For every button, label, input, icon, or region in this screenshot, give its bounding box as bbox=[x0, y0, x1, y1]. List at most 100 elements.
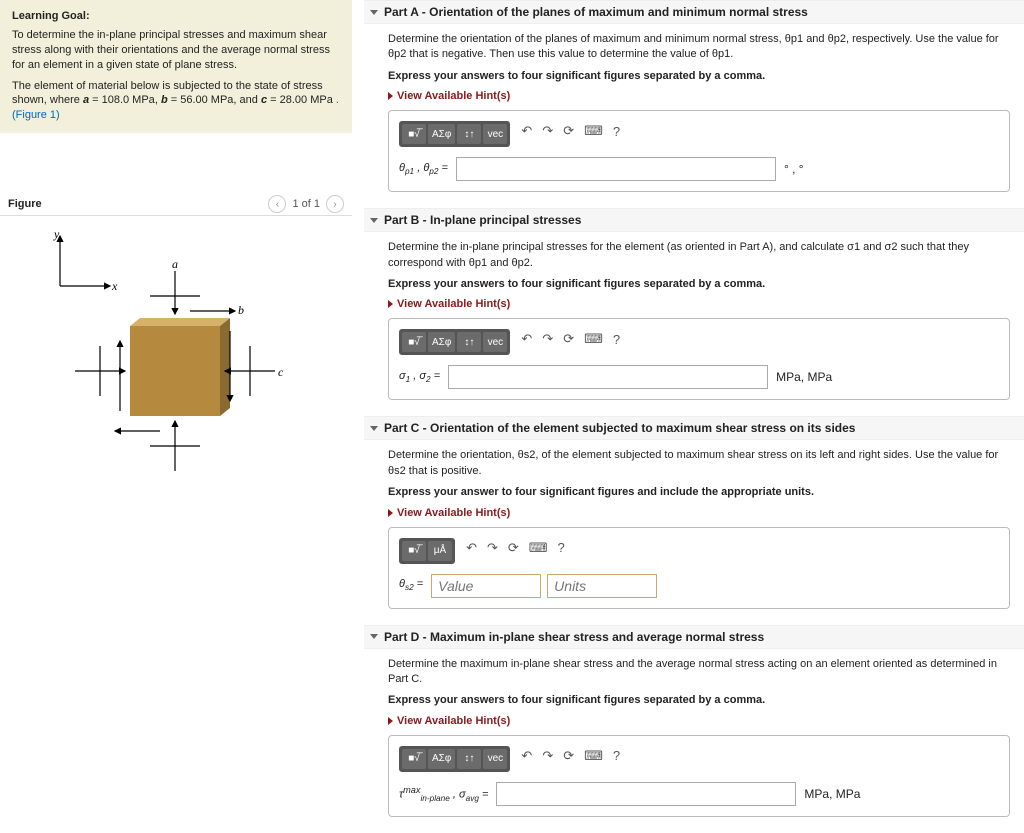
part-a-answer-input[interactable] bbox=[456, 157, 776, 181]
redo-icon[interactable]: ↷ bbox=[542, 331, 553, 347]
figure-canvas: y x a b c bbox=[0, 216, 352, 499]
part-c-header[interactable]: Part C - Orientation of the element subj… bbox=[364, 416, 1024, 440]
learning-goal-p1: To determine the in-plane principal stre… bbox=[12, 28, 340, 73]
part-a-answer-label: θp1 , θp2 = bbox=[399, 162, 448, 176]
help-icon[interactable]: ? bbox=[613, 748, 620, 763]
part-b-header[interactable]: Part B - In-plane principal stresses bbox=[364, 208, 1024, 232]
part-d-units: MPa, MPa bbox=[804, 787, 860, 801]
chevron-down-icon bbox=[370, 10, 378, 15]
vec-btn[interactable]: vec bbox=[483, 749, 507, 769]
part-d-answer-box: ■√̅ ΑΣφ ↕↑ vec ↶ ↷ ⟳ ⌨ ? τmaxin-plane , … bbox=[388, 735, 1010, 817]
part-d-answer-label: τmaxin-plane , σavg = bbox=[399, 785, 488, 803]
figure-title: Figure bbox=[8, 198, 42, 210]
template-btn[interactable]: ■√̅ bbox=[402, 749, 426, 769]
part-b-express: Express your answers to four significant… bbox=[388, 277, 1010, 292]
part-c-answer-label: θs2 = bbox=[399, 578, 423, 592]
redo-icon[interactable]: ↷ bbox=[487, 540, 498, 556]
reset-icon[interactable]: ⟳ bbox=[508, 540, 519, 556]
chevron-down-icon bbox=[370, 634, 378, 639]
part-d-answer-input[interactable] bbox=[496, 782, 796, 806]
help-icon[interactable]: ? bbox=[558, 540, 565, 555]
reset-icon[interactable]: ⟳ bbox=[563, 331, 574, 347]
keyboard-icon[interactable]: ⌨ bbox=[584, 331, 603, 347]
part-a-header[interactable]: Part A - Orientation of the planes of ma… bbox=[364, 0, 1024, 24]
super-sub-btn[interactable]: ↕↑ bbox=[457, 124, 481, 144]
part-b-units: MPa, MPa bbox=[776, 370, 832, 384]
learning-goal-heading: Learning Goal: bbox=[12, 10, 90, 22]
keyboard-icon[interactable]: ⌨ bbox=[529, 540, 548, 556]
svg-text:x: x bbox=[111, 279, 118, 293]
keyboard-icon[interactable]: ⌨ bbox=[584, 748, 603, 764]
template-btn[interactable]: ■√̅ bbox=[402, 541, 426, 561]
keyboard-icon[interactable]: ⌨ bbox=[584, 123, 603, 139]
undo-icon[interactable]: ↶ bbox=[521, 123, 532, 139]
svg-text:b: b bbox=[238, 303, 244, 317]
part-b-answer-input[interactable] bbox=[448, 365, 768, 389]
chevron-down-icon bbox=[370, 218, 378, 223]
toolbar-extras: ↶ ↷ ⟳ ⌨ ? bbox=[458, 538, 573, 558]
vec-btn[interactable]: vec bbox=[483, 332, 507, 352]
help-icon[interactable]: ? bbox=[613, 332, 620, 347]
part-b: Part B - In-plane principal stresses Det… bbox=[364, 208, 1024, 408]
part-c-title: Part C - Orientation of the element subj… bbox=[384, 421, 855, 435]
formula-toolbar: ■√̅ ΑΣφ ↕↑ vec bbox=[399, 746, 510, 772]
part-c-desc: Determine the orientation, θs2, of the e… bbox=[388, 448, 1010, 479]
part-d-desc: Determine the maximum in-plane shear str… bbox=[388, 657, 1010, 688]
part-d: Part D - Maximum in-plane shear stress a… bbox=[364, 625, 1024, 825]
chevron-down-icon bbox=[370, 426, 378, 431]
part-c-answer-box: ■√̅ μÅ ↶ ↷ ⟳ ⌨ ? θs2 = bbox=[388, 527, 1010, 609]
redo-icon[interactable]: ↷ bbox=[542, 748, 553, 764]
part-d-header[interactable]: Part D - Maximum in-plane shear stress a… bbox=[364, 625, 1024, 649]
part-c: Part C - Orientation of the element subj… bbox=[364, 416, 1024, 616]
super-sub-btn[interactable]: ↕↑ bbox=[457, 749, 481, 769]
toolbar-extras: ↶ ↷ ⟳ ⌨ ? bbox=[513, 329, 628, 349]
part-a-title: Part A - Orientation of the planes of ma… bbox=[384, 5, 808, 19]
part-c-hints-link[interactable]: View Available Hint(s) bbox=[388, 507, 1010, 519]
part-a-desc: Determine the orientation of the planes … bbox=[388, 32, 1010, 63]
reset-icon[interactable]: ⟳ bbox=[563, 123, 574, 139]
part-a: Part A - Orientation of the planes of ma… bbox=[364, 0, 1024, 200]
toolbar-extras: ↶ ↷ ⟳ ⌨ ? bbox=[513, 121, 628, 141]
formula-toolbar: ■√̅ ΑΣφ ↕↑ vec bbox=[399, 121, 510, 147]
figure-header: Figure ‹ 1 of 1 › bbox=[0, 193, 352, 216]
template-btn[interactable]: ■√̅ bbox=[402, 332, 426, 352]
svg-text:a: a bbox=[172, 257, 178, 271]
units-btn[interactable]: μÅ bbox=[428, 541, 452, 561]
part-c-express: Express your answer to four significant … bbox=[388, 485, 1010, 500]
part-b-answer-box: ■√̅ ΑΣφ ↕↑ vec ↶ ↷ ⟳ ⌨ ? σ1 , σ2 = MPa, … bbox=[388, 318, 1010, 400]
reset-icon[interactable]: ⟳ bbox=[563, 748, 574, 764]
learning-goal-box: Learning Goal: To determine the in-plane… bbox=[0, 0, 352, 133]
greek-btn[interactable]: ΑΣφ bbox=[428, 749, 455, 769]
formula-toolbar: ■√̅ μÅ bbox=[399, 538, 455, 564]
formula-toolbar: ■√̅ ΑΣφ ↕↑ vec bbox=[399, 329, 510, 355]
template-btn[interactable]: ■√̅ bbox=[402, 124, 426, 144]
svg-text:y: y bbox=[53, 227, 60, 241]
part-b-title: Part B - In-plane principal stresses bbox=[384, 213, 581, 227]
part-a-units: ° , ° bbox=[784, 162, 804, 176]
part-a-express: Express your answers to four significant… bbox=[388, 69, 1010, 84]
part-c-value-input[interactable] bbox=[431, 574, 541, 598]
greek-btn[interactable]: ΑΣφ bbox=[428, 124, 455, 144]
part-a-hints-link[interactable]: View Available Hint(s) bbox=[388, 90, 1010, 102]
redo-icon[interactable]: ↷ bbox=[542, 123, 553, 139]
greek-btn[interactable]: ΑΣφ bbox=[428, 332, 455, 352]
part-c-units-input[interactable] bbox=[547, 574, 657, 598]
pager-text: 1 of 1 bbox=[292, 198, 320, 210]
part-b-desc: Determine the in-plane principal stresse… bbox=[388, 240, 1010, 271]
super-sub-btn[interactable]: ↕↑ bbox=[457, 332, 481, 352]
part-b-answer-label: σ1 , σ2 = bbox=[399, 370, 440, 384]
part-d-express: Express your answers to four significant… bbox=[388, 693, 1010, 708]
part-d-title: Part D - Maximum in-plane shear stress a… bbox=[384, 630, 764, 644]
figure-pager: ‹ 1 of 1 › bbox=[268, 195, 344, 213]
part-b-hints-link[interactable]: View Available Hint(s) bbox=[388, 298, 1010, 310]
undo-icon[interactable]: ↶ bbox=[521, 331, 532, 347]
part-a-answer-box: ■√̅ ΑΣφ ↕↑ vec ↶ ↷ ⟳ ⌨ ? θp1 , θp2 = ° ,… bbox=[388, 110, 1010, 192]
undo-icon[interactable]: ↶ bbox=[466, 540, 477, 556]
pager-prev-button[interactable]: ‹ bbox=[268, 195, 286, 213]
vec-btn[interactable]: vec bbox=[483, 124, 507, 144]
learning-goal-p2: The element of material below is subject… bbox=[12, 79, 340, 124]
undo-icon[interactable]: ↶ bbox=[521, 748, 532, 764]
help-icon[interactable]: ? bbox=[613, 124, 620, 139]
part-d-hints-link[interactable]: View Available Hint(s) bbox=[388, 715, 1010, 727]
pager-next-button[interactable]: › bbox=[326, 195, 344, 213]
